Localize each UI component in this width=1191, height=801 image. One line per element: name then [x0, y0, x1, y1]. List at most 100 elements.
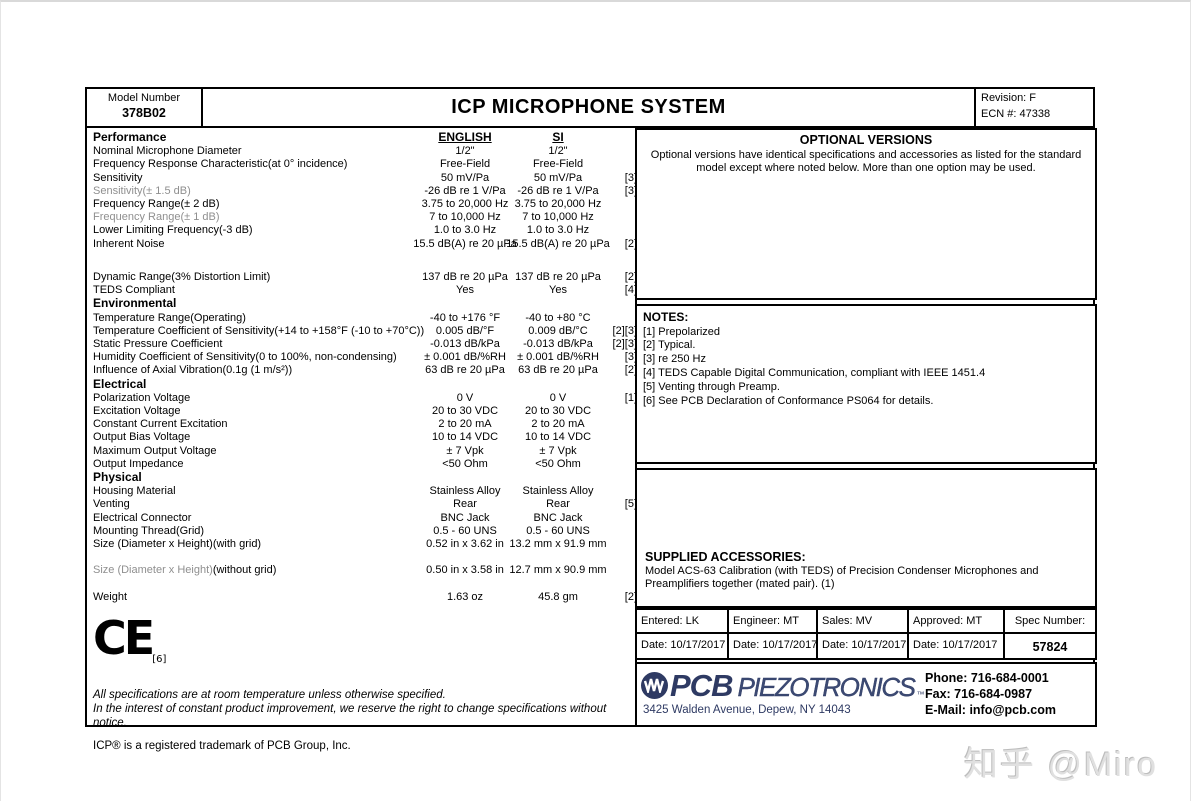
note-item: [2] Typical.	[643, 339, 696, 352]
revision-box: Revision: F ECN #: 47338	[974, 89, 1093, 126]
spec-label: Polarization Voltage	[93, 391, 191, 404]
english-value: -40 to +176 °F	[429, 311, 501, 324]
spec-row: Frequency Range(± 2 dB) 3.75 to 20,000 Hz…	[93, 198, 635, 211]
english-value: ± 7 Vpk	[446, 444, 484, 457]
si-value: 13.2 mm x 91.9 mm	[509, 538, 607, 551]
ce-glyph: CE	[93, 611, 155, 666]
signoff-date: Date: 10/17/2017	[909, 634, 1005, 658]
spec-row: Humidity Coefficient of Sensitivity(0 to…	[93, 351, 637, 364]
spec-label: Influence of Axial Vibration(0.1g (1 m/s…	[93, 364, 293, 377]
spec-label: TEDS Compliant	[93, 284, 175, 297]
si-value: 0.009 dB/°C	[528, 324, 588, 337]
si-value: Stainless Alloy	[522, 485, 594, 498]
spec-label: Frequency Range(± 2 dB)	[93, 198, 220, 211]
si-value: 1.0 to 3.0 Hz	[526, 224, 590, 237]
note-ref: [3]	[624, 351, 637, 364]
note-item: [4] TEDS Capable Digital Communication, …	[643, 367, 986, 380]
si-value: 45.8 gm	[538, 590, 578, 603]
spec-row: Weight 1.63 oz 45.8 gm [2]	[93, 590, 637, 604]
spec-row: Constant Current Excitation 2 to 20 mA 2 t…	[93, 418, 635, 431]
english-value: 7 to 10,000 Hz	[429, 211, 501, 224]
spec-label: Housing Material	[93, 485, 176, 498]
section-header: Physical	[93, 470, 635, 485]
spec-label: Sensitivity(± 1.5 dB)	[93, 184, 191, 197]
english-value: 3.75 to 20,000 Hz	[421, 198, 509, 211]
spec-label: Frequency Range(± 1 dB)	[93, 211, 220, 224]
si-value: Yes	[549, 284, 567, 297]
section-header: Electrical	[93, 376, 635, 392]
spec-row: Influence of Axial Vibration(0.1g (1 m/s…	[93, 364, 637, 377]
spec-label: Temperature Coefficient of Sensitivity(+…	[93, 324, 425, 337]
page-title: ICP MICROPHONE SYSTEM	[451, 96, 726, 118]
section-title: Electrical	[93, 376, 147, 391]
supplied-accessories-body: Model ACS-63 Calibration (with TEDS) of …	[645, 565, 1039, 590]
spec-sheet: Model Number 378B02 ICP MICROPHONE SYSTE…	[85, 87, 1097, 752]
signoff-name: Approved: MT	[909, 610, 1005, 634]
section-header: Performance ENGLISH SI	[93, 130, 635, 145]
spec-label: Weight	[93, 590, 128, 603]
si-value: 3.75 to 20,000 Hz	[514, 198, 602, 211]
note-item: [6] See PCB Declaration of Conformance P…	[643, 395, 934, 408]
spec-label: Temperature Range(Operating)	[93, 311, 246, 324]
note-ref: [2]	[624, 364, 637, 377]
pcb-piezotronics-logo: PCB PIEZOTRONICS ™	[641, 668, 924, 703]
spec-label: Inherent Noise	[93, 237, 165, 250]
spec-label: Dynamic Range(3% Distortion Limit)	[93, 271, 271, 284]
english-value: 50 mV/Pa	[440, 171, 490, 184]
row-spacer	[93, 264, 635, 271]
spec-label: Static Pressure Coefficient	[93, 338, 223, 351]
signoff-date: Date: 10/17/2017	[729, 634, 818, 658]
fax-line: Fax: 716-684-0987	[925, 687, 1033, 701]
spec-row: Output Bias Voltage 10 to 14 VDC 10 to 14 …	[93, 431, 635, 444]
english-value: 0.50 in x 3.58 in	[426, 564, 504, 577]
spec-table: Performance ENGLISH SI Nominal Microphone D…	[87, 128, 637, 752]
si-value: 7 to 10,000 Hz	[522, 211, 594, 224]
notes-list: [1] Prepolarized [2] Typical. [3] re 250 H…	[643, 326, 1089, 408]
english-value: 0.52 in x 3.62 in	[426, 538, 504, 551]
logo-text-pcb: PCB	[670, 668, 733, 703]
note-ref: [2]	[624, 590, 637, 603]
english-value: <50 Ohm	[442, 457, 488, 470]
english-value: 1.63 oz	[446, 590, 484, 603]
si-value: Free-Field	[532, 158, 584, 171]
watermark: 知乎 @Miro	[964, 746, 1159, 784]
contact-info: Phone: 716-684-0001 Fax: 716-684-0987 E-…	[925, 670, 1056, 718]
english-value: 137 dB re 20 µPa	[422, 271, 508, 284]
spec-row: Static Pressure Coefficient -0.013 dB/kPa…	[93, 338, 637, 351]
english-value: 15.5 dB(A) re 20 µPa	[413, 237, 517, 250]
spec-label: Maximum Output Voltage	[93, 444, 217, 457]
model-number-box: Model Number 378B02	[87, 89, 203, 126]
signoff-date: Date: 10/17/2017	[637, 634, 729, 658]
supplied-accessories-box: SUPPLIED ACCESSORIES: Model ACS-63 Calib…	[635, 468, 1097, 608]
spec-row: Sensitivity(± 1.5 dB) -26 dB re 1 V/Pa -26…	[93, 184, 637, 198]
spec-row: Frequency Response Characteristic(at 0° …	[93, 158, 635, 171]
spec-row: Temperature Range(Operating) -40 to +176 …	[93, 312, 635, 325]
optional-versions-title: OPTIONAL VERSIONS	[799, 133, 933, 147]
ce-mark: CE[6]	[93, 615, 635, 680]
si-value: 10 to 14 VDC	[524, 431, 592, 444]
spec-row: Output Impedance <50 Ohm <50 Ohm	[93, 458, 635, 471]
spec-label: Constant Current Excitation	[93, 418, 228, 431]
si-value: ± 7 Vpk	[539, 444, 577, 457]
si-value: 0.5 - 60 UNS	[526, 524, 590, 537]
note-ref: [2][3]	[612, 338, 637, 351]
note-ref: [1]	[624, 391, 637, 404]
english-value: 0 V	[456, 391, 474, 404]
disclaimer-block: All specifications are at room temperatu…	[93, 688, 635, 753]
english-value: 20 to 30 VDC	[431, 405, 499, 418]
spec-label: Excitation Voltage	[93, 405, 181, 418]
section-title: Physical	[93, 470, 142, 485]
si-value: 0 V	[549, 391, 567, 404]
column-header-english: ENGLISH	[438, 130, 492, 144]
spec-row: Polarization Voltage 0 V 0 V [1]	[93, 391, 637, 405]
si-value: BNC Jack	[533, 511, 583, 524]
note-item: [3] re 250 Hz	[643, 353, 706, 366]
note-ref: [5]	[624, 498, 637, 511]
si-value: -26 dB re 1 V/Pa	[517, 184, 599, 197]
si-value: 2 to 20 mA	[531, 418, 585, 431]
spec-row: TEDS Compliant Yes Yes [4]	[93, 284, 637, 297]
logo-text-piezotronics: PIEZOTRONICS	[737, 672, 916, 702]
si-value: 1/2"	[548, 145, 568, 158]
signoff-name: Sales: MV	[818, 610, 909, 634]
